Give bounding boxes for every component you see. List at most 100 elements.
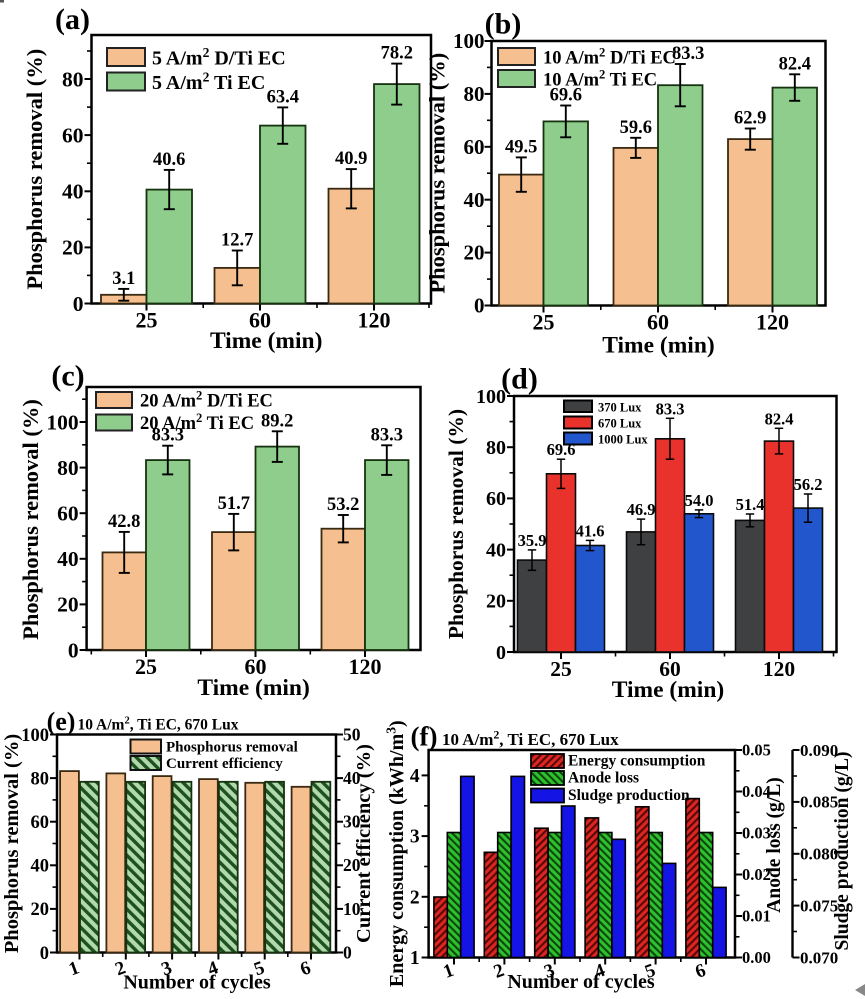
svg-text:5 A/m2 D/Ti EC: 5 A/m2 D/Ti EC	[152, 45, 286, 70]
svg-text:670 Lux: 670 Lux	[598, 417, 642, 431]
svg-text:60: 60	[57, 502, 79, 526]
svg-text:Phosphorus removal (%): Phosphorus removal (%)	[444, 409, 468, 639]
svg-text:(f): (f)	[411, 722, 438, 752]
svg-text:(d): (d)	[501, 363, 538, 396]
svg-text:0.03: 0.03	[742, 824, 771, 843]
svg-text:0: 0	[496, 642, 506, 664]
svg-text:69.6: 69.6	[550, 86, 582, 106]
svg-text:60: 60	[245, 654, 267, 679]
svg-text:20 A/m2 D/Ti EC: 20 A/m2 D/Ti EC	[140, 389, 273, 412]
svg-text:20: 20	[464, 241, 485, 265]
svg-text:Number of cycles: Number of cycles	[123, 972, 271, 994]
svg-text:40: 40	[486, 539, 506, 561]
svg-text:46.9: 46.9	[627, 500, 656, 519]
svg-text:80: 80	[31, 769, 50, 789]
svg-text:1000 Lux: 1000 Lux	[598, 433, 648, 447]
svg-text:Time (min): Time (min)	[612, 677, 725, 703]
svg-text:0.04: 0.04	[742, 782, 771, 801]
svg-text:0: 0	[68, 638, 79, 662]
svg-text:82.4: 82.4	[779, 54, 811, 74]
svg-text:40: 40	[31, 857, 50, 877]
svg-text:100: 100	[46, 410, 78, 434]
svg-text:60: 60	[62, 123, 84, 147]
svg-text:10 A/m2, Ti EC, 670 Lux: 10 A/m2, Ti EC, 670 Lux	[442, 729, 619, 750]
svg-text:(c): (c)	[51, 360, 84, 393]
svg-text:62.9: 62.9	[734, 109, 766, 129]
svg-text:Energy consumption (kWh/m3): Energy consumption (kWh/m3)	[383, 720, 408, 987]
svg-text:60: 60	[486, 488, 506, 510]
svg-text:100: 100	[476, 386, 506, 408]
svg-text:40: 40	[343, 768, 361, 788]
svg-text:Number of cycles: Number of cycles	[507, 971, 655, 993]
svg-text:0.02: 0.02	[742, 865, 771, 884]
svg-text:(a): (a)	[55, 3, 90, 36]
svg-text:63.4: 63.4	[267, 87, 299, 107]
svg-text:120: 120	[358, 308, 391, 333]
svg-text:25: 25	[550, 657, 572, 681]
svg-text:2: 2	[410, 887, 420, 908]
svg-text:40.6: 40.6	[153, 150, 185, 170]
svg-text:0.075: 0.075	[800, 896, 838, 915]
svg-text:60: 60	[659, 657, 681, 681]
svg-text:10 A/m2 D/Ti EC: 10 A/m2 D/Ti EC	[543, 46, 676, 69]
svg-text:56.2: 56.2	[794, 475, 823, 494]
svg-text:0.01: 0.01	[742, 907, 771, 926]
svg-text:3.1: 3.1	[112, 269, 135, 289]
svg-text:Time (min): Time (min)	[210, 328, 323, 354]
svg-text:0.085: 0.085	[800, 793, 838, 812]
svg-text:59.6: 59.6	[620, 118, 652, 138]
svg-text:78.2: 78.2	[381, 44, 413, 64]
svg-text:Anode loss: Anode loss	[568, 770, 639, 787]
svg-text:Time (min): Time (min)	[197, 675, 310, 701]
svg-text:370 Lux: 370 Lux	[598, 401, 642, 415]
svg-text:25: 25	[135, 654, 157, 679]
svg-text:30: 30	[343, 812, 361, 832]
svg-text:20: 20	[486, 591, 506, 613]
svg-text:100: 100	[453, 29, 485, 53]
svg-text:Sludge production (g/L): Sludge production (g/L)	[832, 751, 853, 950]
svg-text:0: 0	[474, 294, 485, 318]
svg-text:10: 10	[343, 899, 361, 919]
svg-text:83.3: 83.3	[152, 426, 184, 446]
svg-text:10 A/m2, Ti EC, 670 Lux: 10 A/m2, Ti EC, 670 Lux	[78, 716, 239, 734]
svg-text:51.7: 51.7	[218, 494, 250, 514]
svg-text:20: 20	[57, 593, 79, 617]
svg-text:120: 120	[756, 310, 789, 335]
svg-text:0.070: 0.070	[800, 948, 838, 967]
svg-text:25: 25	[533, 310, 555, 335]
svg-text:120: 120	[763, 657, 795, 681]
svg-text:Phosphorus removal (%): Phosphorus removal (%)	[1, 734, 23, 953]
svg-text:100: 100	[21, 726, 49, 746]
svg-text:4: 4	[410, 766, 420, 787]
svg-text:0: 0	[343, 943, 352, 963]
svg-text:80: 80	[486, 437, 506, 459]
svg-text:50: 50	[343, 725, 361, 745]
svg-text:60: 60	[249, 308, 271, 333]
svg-text:83.3: 83.3	[656, 399, 685, 418]
svg-text:80: 80	[57, 456, 79, 480]
svg-text:Anode loss (g/L): Anode loss (g/L)	[764, 777, 785, 912]
svg-text:Phosphorus removal: Phosphorus removal	[166, 740, 298, 756]
svg-text:0.00: 0.00	[742, 948, 771, 967]
svg-text:20: 20	[343, 855, 361, 875]
svg-text:Phosphorus removal (%): Phosphorus removal (%)	[18, 399, 43, 640]
svg-text:Current efficiency (%): Current efficiency (%)	[353, 744, 375, 943]
svg-text:12.7: 12.7	[221, 231, 253, 251]
svg-text:20: 20	[31, 900, 50, 920]
svg-text:0.090: 0.090	[800, 741, 838, 760]
svg-text:42.8: 42.8	[108, 512, 140, 532]
svg-text:41.6: 41.6	[576, 521, 605, 540]
svg-text:20 A/m2 Ti EC: 20 A/m2 Ti EC	[140, 411, 254, 434]
svg-text:Time (min): Time (min)	[602, 333, 715, 359]
svg-text:83.3: 83.3	[672, 44, 704, 64]
svg-text:(e): (e)	[47, 707, 76, 736]
svg-text:0: 0	[73, 292, 84, 316]
svg-text:60: 60	[31, 813, 50, 833]
svg-text:1: 1	[410, 948, 420, 969]
svg-text:0: 0	[40, 944, 49, 964]
svg-text:3: 3	[410, 827, 420, 848]
svg-text:89.2: 89.2	[261, 411, 293, 431]
svg-text:Phosphorus removal (%): Phosphorus removal (%)	[22, 49, 47, 290]
svg-text:20: 20	[62, 236, 84, 260]
svg-text:0.080: 0.080	[800, 845, 838, 864]
